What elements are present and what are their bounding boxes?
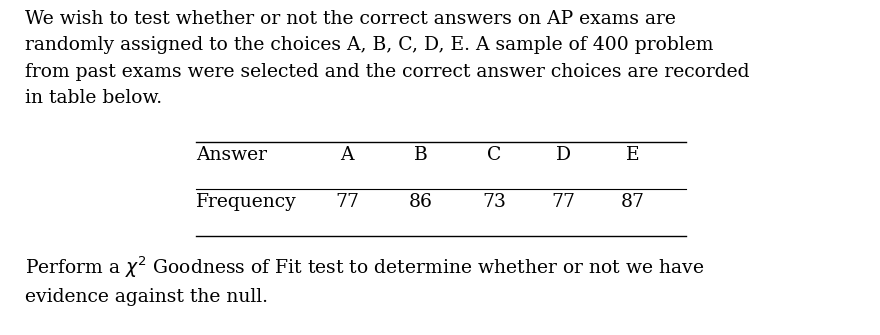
Text: B: B [414,146,428,164]
Text: 87: 87 [621,193,645,211]
Text: We wish to test whether or not the correct answers on AP exams are
randomly assi: We wish to test whether or not the corre… [25,10,749,107]
Text: 77: 77 [552,193,576,211]
Text: Answer: Answer [196,146,268,164]
Text: Frequency: Frequency [196,193,297,211]
Text: E: E [627,146,640,164]
Text: C: C [488,146,502,164]
Text: 86: 86 [409,193,433,211]
Text: 77: 77 [335,193,359,211]
Text: 73: 73 [482,193,506,211]
Text: A: A [341,146,354,164]
Text: D: D [556,146,571,164]
Text: Perform a $\chi^2$ Goodness of Fit test to determine whether or not we have
evid: Perform a $\chi^2$ Goodness of Fit test … [25,255,704,307]
